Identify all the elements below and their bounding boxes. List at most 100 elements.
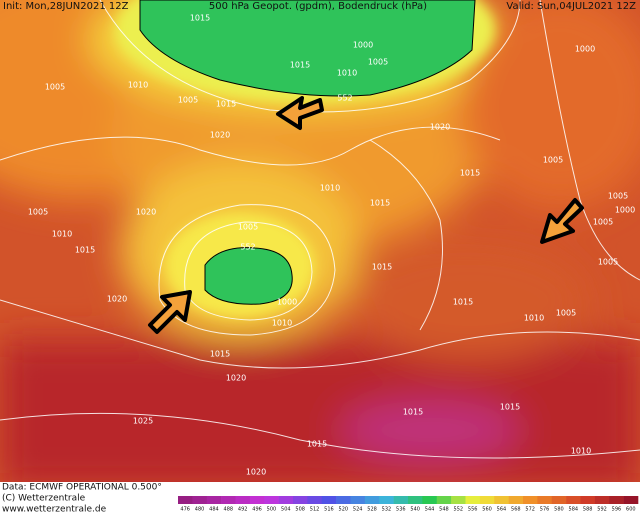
arrow xyxy=(540,198,584,244)
isobar-label: 1015 xyxy=(453,298,473,307)
colorbar-label: 532 xyxy=(382,507,392,513)
colorbar-label: 556 xyxy=(468,507,478,513)
isobar-label: 1005 xyxy=(543,156,563,165)
copyright: (C) Wetterzentrale xyxy=(2,494,86,504)
colorbar-label: 524 xyxy=(353,507,363,513)
isobar-label: 1005 xyxy=(608,192,628,201)
isobar-label: 1005 xyxy=(45,83,65,92)
isobar-label: 1015 xyxy=(372,263,392,272)
colorbar-swatch xyxy=(293,496,308,504)
isobar-label: 552 xyxy=(337,94,352,103)
isobar-label: 1000 xyxy=(615,206,635,215)
isobar-label: 1015 xyxy=(500,403,520,412)
colorbar-label: 476 xyxy=(180,507,190,513)
colorbar-swatch xyxy=(307,496,323,504)
isobar-label: 1025 xyxy=(133,417,153,426)
colorbar-label: 516 xyxy=(324,507,334,513)
colorbar-label: 544 xyxy=(425,507,435,513)
colorbar-label: 572 xyxy=(525,507,535,513)
colorbar-swatch xyxy=(523,496,538,504)
valid-time: Valid: Sun,04JUL2021 12Z xyxy=(506,1,636,12)
arrow xyxy=(276,96,324,130)
colorbar-swatch xyxy=(594,496,610,504)
colorbar-label: 540 xyxy=(410,507,420,513)
url: www.wetterzentrale.de xyxy=(2,505,107,515)
colorbar-label: 548 xyxy=(439,507,449,513)
colorbar-swatch xyxy=(479,496,495,504)
isobar-label: 1020 xyxy=(210,131,230,140)
colorbar-label: 492 xyxy=(238,507,248,513)
colorbar-swatch xyxy=(350,496,366,504)
colorbar-label: 520 xyxy=(339,507,349,513)
colorbar-swatch xyxy=(580,496,596,504)
colorbar-label: 576 xyxy=(540,507,550,513)
colorbar-swatch xyxy=(206,496,222,504)
isobar-label: 1005 xyxy=(238,223,258,232)
colorbar-swatch xyxy=(178,496,193,504)
colorbar-swatch xyxy=(551,496,567,504)
isobar-label: 1020 xyxy=(136,208,156,217)
isobar-label: 1010 xyxy=(524,314,544,323)
colorbar-label: 596 xyxy=(612,507,622,513)
colorbar: 476 480 484 488 492 496 500 504 508 512 516 520 524 5… xyxy=(178,496,639,513)
colorbar-swatch xyxy=(249,496,265,504)
colorbar-label: 500 xyxy=(267,507,277,513)
init-time: Init: Mon,28JUN2021 12Z xyxy=(3,1,129,12)
colorbar-swatch xyxy=(609,496,624,504)
isobar-label: 1015 xyxy=(460,169,480,178)
isobar-label: 1000 xyxy=(277,298,297,307)
isobar-label: 1005 xyxy=(178,96,198,105)
colorbar-swatch xyxy=(422,496,438,504)
colorbar-swatch xyxy=(566,496,581,504)
colorbar-swatch xyxy=(364,496,380,504)
colorbar-swatch xyxy=(379,496,394,504)
isobar-label: 1000 xyxy=(353,41,373,50)
colorbar-swatch xyxy=(278,496,294,504)
isobar-label: 1020 xyxy=(107,295,127,304)
isobar-label: 1010 xyxy=(320,184,340,193)
isobar-label: 1015 xyxy=(370,199,390,208)
colorbar-label: 536 xyxy=(396,507,406,513)
isobar-label: 1020 xyxy=(430,123,450,132)
isobar-label: 1005 xyxy=(556,309,576,318)
colorbar-label: 480 xyxy=(195,507,205,513)
isobar-label: 1000 xyxy=(575,45,595,54)
arrow xyxy=(148,290,192,334)
isobar-label: 1015 xyxy=(307,440,327,449)
colorbar-swatch xyxy=(451,496,466,504)
isobar-label: 1010 xyxy=(337,69,357,78)
colorbar-label: 600 xyxy=(626,507,636,513)
colorbar-swatch xyxy=(393,496,409,504)
isobar-label: 1010 xyxy=(272,319,292,328)
isobar-label: 1015 xyxy=(190,14,210,23)
colorbar-swatch xyxy=(192,496,208,504)
colorbar-label: 504 xyxy=(281,507,291,513)
colorbar-label: 560 xyxy=(482,507,492,513)
colorbar-swatch xyxy=(221,496,236,504)
isobar-label: 1005 xyxy=(28,208,48,217)
colorbar-swatch xyxy=(623,496,639,504)
colorbar-swatch xyxy=(321,496,337,504)
colorbar-swatch xyxy=(408,496,423,504)
colorbar-label: 584 xyxy=(569,507,579,513)
colorbar-label: 484 xyxy=(209,507,219,513)
colorbar-swatch xyxy=(508,496,524,504)
colorbar-label: 512 xyxy=(310,507,320,513)
data-source: Data: ECMWF OPERATIONAL 0.500° xyxy=(2,483,162,493)
colorbar-swatch xyxy=(235,496,251,504)
isobar-label: 1010 xyxy=(571,447,591,456)
colorbar-label: 508 xyxy=(295,507,305,513)
colorbar-label: 496 xyxy=(252,507,262,513)
colorbar-label: 580 xyxy=(554,507,564,513)
colorbar-swatch xyxy=(436,496,452,504)
colorbar-swatch xyxy=(336,496,351,504)
field xyxy=(0,0,640,482)
colorbar-swatch xyxy=(494,496,509,504)
isobar-label: 1005 xyxy=(593,218,613,227)
isobar-label: 1015 xyxy=(75,246,95,255)
colorbar-label: 592 xyxy=(597,507,607,513)
isobar-label: 1005 xyxy=(368,58,388,67)
colorbar-swatch xyxy=(537,496,553,504)
